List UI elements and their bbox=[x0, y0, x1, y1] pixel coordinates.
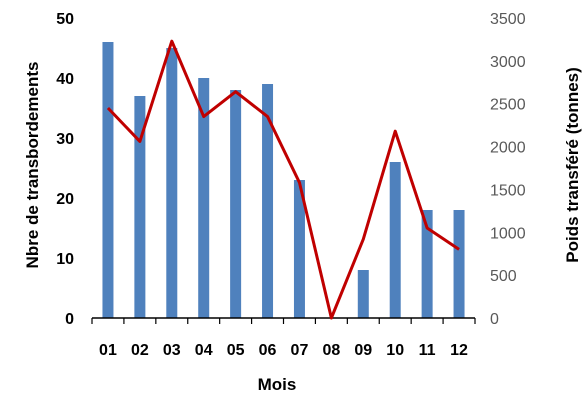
y-right-tick-label: 2000 bbox=[490, 140, 526, 157]
axes bbox=[91, 317, 476, 324]
bar-01 bbox=[102, 42, 114, 318]
line-series bbox=[106, 39, 460, 320]
tick-labels: 0102030405005001000150020002500300035000… bbox=[56, 11, 525, 359]
x-tick-label: 11 bbox=[419, 342, 436, 359]
weight-line bbox=[106, 39, 460, 320]
y-axis-right-title: Poids transféré (tonnes) bbox=[563, 67, 582, 263]
y-left-tick-label: 30 bbox=[56, 131, 74, 148]
y-right-tick-label: 3500 bbox=[490, 11, 526, 28]
x-tick-label: 02 bbox=[131, 342, 149, 359]
y-axis-left-title: Nbre de transbordements bbox=[23, 62, 42, 269]
x-tick-label: 12 bbox=[450, 342, 468, 359]
x-tick-label: 10 bbox=[386, 342, 404, 359]
y-left-tick-label: 50 bbox=[56, 11, 74, 28]
y-right-tick-label: 1000 bbox=[490, 225, 526, 242]
bar-12 bbox=[453, 210, 465, 318]
bar-10 bbox=[389, 162, 401, 318]
y-right-tick-label: 500 bbox=[490, 268, 517, 285]
bar-09 bbox=[357, 270, 369, 318]
y-right-tick-label: 1500 bbox=[490, 182, 526, 199]
bar-11 bbox=[421, 210, 433, 318]
x-tick-label: 08 bbox=[322, 342, 340, 359]
x-tick-label: 07 bbox=[291, 342, 309, 359]
y-right-tick-label: 0 bbox=[490, 311, 499, 328]
bar-04 bbox=[198, 78, 210, 318]
bar-series bbox=[102, 42, 465, 318]
y-left-tick-label: 20 bbox=[56, 191, 74, 208]
bar-07 bbox=[293, 180, 305, 318]
x-tick-label: 05 bbox=[227, 342, 245, 359]
x-tick-label: 04 bbox=[195, 342, 213, 359]
y-right-tick-label: 2500 bbox=[490, 97, 526, 114]
bar-02 bbox=[134, 96, 146, 318]
bar-03 bbox=[166, 48, 178, 318]
y-right-tick-label: 3000 bbox=[490, 54, 526, 71]
bar-06 bbox=[262, 84, 274, 318]
x-axis-title: Mois bbox=[258, 375, 297, 394]
bar-05 bbox=[230, 90, 242, 318]
x-tick-label: 06 bbox=[259, 342, 277, 359]
y-left-tick-label: 40 bbox=[56, 71, 74, 88]
y-left-tick-label: 10 bbox=[56, 251, 74, 268]
y-left-tick-label: 0 bbox=[65, 311, 74, 328]
x-tick-label: 09 bbox=[354, 342, 372, 359]
x-tick-label: 03 bbox=[163, 342, 181, 359]
x-tick-label: 01 bbox=[99, 342, 117, 359]
